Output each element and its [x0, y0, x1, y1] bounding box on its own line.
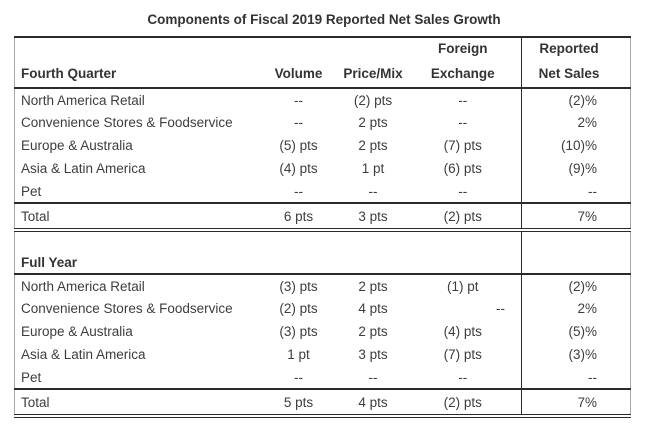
section-spacer	[254, 251, 343, 275]
net-sales-cell: (2)%	[521, 88, 631, 111]
column-header-net-sales: Net Sales	[521, 59, 631, 89]
price-mix-cell: (2) pts	[353, 92, 393, 108]
volume-cell: (5) pts	[279, 138, 318, 153]
fx-cell: --	[458, 183, 468, 199]
column-header-fourth-quarter: Fourth Quarter	[14, 59, 255, 89]
column-header-exchange: Exchange	[420, 59, 522, 89]
net-sales-cell: (2)%	[521, 274, 631, 297]
price-mix-cell: 2 pts	[358, 115, 388, 130]
price-mix-cell: --	[368, 183, 378, 199]
fx-cell: (2) pts	[420, 388, 522, 418]
segment-label: Europe & Australia	[21, 138, 133, 153]
full-year-total-row: Total 5 pts 4 pts (2) pts 7%	[14, 388, 631, 418]
price-mix-cell: 2 pts	[358, 278, 388, 294]
header-spacer	[343, 37, 421, 59]
segment-label: North America Retail	[21, 92, 145, 108]
total-label: Total	[14, 202, 255, 232]
volume-cell: (2) pts	[279, 301, 318, 316]
net-sales-cell: 2%	[521, 111, 631, 134]
segment-label: Asia & Latin America	[21, 347, 146, 362]
fx-cell: (4) pts	[443, 324, 482, 339]
price-mix-cell: --	[368, 369, 378, 385]
section-gap-row	[15, 230, 631, 251]
volume-cell: (3) pts	[279, 278, 318, 294]
full-year-section-row: Full Year	[14, 251, 631, 275]
page-title: Components of Fiscal 2019 Reported Net S…	[147, 12, 501, 27]
column-header-volume: Volume	[254, 59, 343, 89]
price-mix-cell: 2 pts	[358, 138, 388, 153]
volume-cell: --	[294, 92, 303, 108]
net-sales-cell: 7%	[521, 202, 631, 232]
table-row: North America Retail (3) pts 2 pts (1) p…	[15, 274, 631, 297]
table-row: Pet -- -- -- --	[15, 366, 631, 389]
price-mix-cell: 3 pts	[358, 347, 388, 362]
segment-label: Asia & Latin America	[21, 161, 146, 176]
segment-label: Pet	[21, 369, 42, 385]
table-row: Europe & Australia (3) pts 2 pts (4) pts…	[15, 320, 631, 343]
table-row: North America Retail -- (2) pts -- (2)%	[15, 88, 631, 111]
full-year-section-label: Full Year	[14, 251, 255, 275]
volume-cell: 6 pts	[254, 202, 343, 232]
net-sales-cell: 2%	[521, 297, 631, 320]
volume-cell: --	[294, 115, 303, 130]
net-sales-cell: (5)%	[521, 320, 631, 343]
volume-cell: 1 pt	[287, 347, 310, 362]
price-mix-cell: 3 pts	[342, 202, 421, 232]
gap-spacer	[521, 230, 631, 251]
table-row: Pet -- -- -- --	[15, 180, 631, 203]
net-sales-cell: (9)%	[521, 157, 631, 180]
price-mix-cell: 1 pt	[361, 161, 385, 176]
net-sales-cell: (10)%	[521, 134, 631, 157]
fx-cell: (7) pts	[443, 138, 482, 153]
price-mix-cell: 4 pts	[342, 388, 421, 418]
price-mix-cell: 4 pts	[358, 301, 388, 316]
column-header-foreign: Foreign	[438, 41, 488, 56]
section-spacer	[521, 251, 631, 275]
net-sales-cell: (3)%	[521, 343, 631, 366]
fx-cell: --	[458, 92, 468, 108]
table-row: Asia & Latin America 1 pt 3 pts (7) pts …	[15, 343, 631, 366]
fourth-quarter-total-row: Total 6 pts 3 pts (2) pts 7%	[14, 202, 631, 232]
header-spacer	[15, 37, 255, 59]
segment-label: Convenience Stores & Foodservice	[21, 301, 233, 316]
net-sales-growth-table: Foreign Reported Fourth Quarter Volume P…	[14, 36, 631, 418]
section-spacer	[342, 251, 421, 275]
table-row: Convenience Stores & Foodservice -- 2 pt…	[15, 111, 631, 134]
segment-label: Pet	[21, 183, 42, 199]
column-header-price-mix: Price/Mix	[342, 59, 421, 89]
fx-cell: (7) pts	[443, 347, 482, 362]
total-label: Total	[14, 388, 255, 418]
volume-cell: (3) pts	[279, 324, 318, 339]
header-row-bottom: Fourth Quarter Volume Price/Mix Exchange…	[14, 59, 631, 89]
net-sales-cell: 7%	[521, 388, 631, 418]
section-spacer	[420, 251, 522, 275]
fx-cell: --	[458, 369, 468, 385]
net-sales-cell: --	[521, 366, 631, 389]
net-sales-cell: --	[521, 180, 631, 203]
column-header-reported: Reported	[521, 37, 631, 59]
table-row: Europe & Australia (5) pts 2 pts (7) pts…	[15, 134, 631, 157]
fx-cell: --	[496, 301, 505, 316]
fx-cell: (1) pt	[446, 278, 479, 294]
price-mix-cell: 2 pts	[358, 324, 388, 339]
volume-cell: --	[294, 369, 303, 385]
segment-label: North America Retail	[21, 278, 145, 294]
table-row: Convenience Stores & Foodservice (2) pts…	[15, 297, 631, 320]
header-row-top: Foreign Reported	[15, 37, 631, 59]
segment-label: Europe & Australia	[21, 324, 133, 339]
fx-cell: (6) pts	[443, 161, 482, 176]
volume-cell: 5 pts	[254, 388, 343, 418]
fx-cell: --	[458, 115, 468, 130]
segment-label: Convenience Stores & Foodservice	[21, 115, 233, 130]
gap-spacer	[15, 230, 522, 251]
volume-cell: (4) pts	[279, 161, 318, 176]
header-spacer	[255, 37, 343, 59]
table-row: Asia & Latin America (4) pts 1 pt (6) pt…	[15, 157, 631, 180]
fx-cell: (2) pts	[420, 202, 522, 232]
volume-cell: --	[294, 183, 303, 199]
